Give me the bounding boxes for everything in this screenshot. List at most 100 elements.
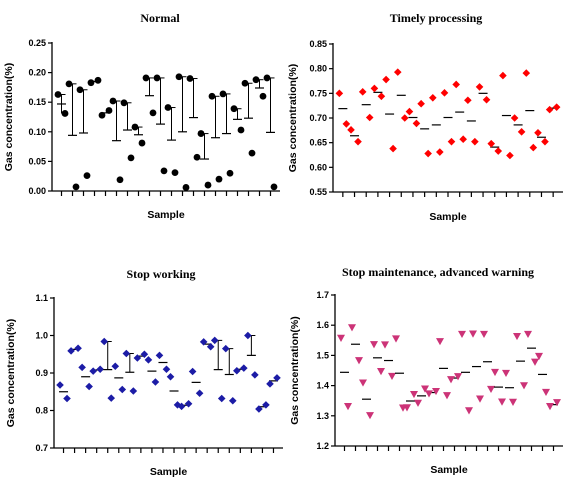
y-tick-label: 1.4 — [316, 381, 329, 391]
sample-group-10 — [153, 74, 168, 175]
data-point — [491, 368, 499, 377]
sample-group-16 — [502, 369, 517, 407]
sample-group-18 — [524, 330, 539, 366]
chart-panel-4: Stop maintenance, advanced warning 1.2 1.3… — [289, 265, 563, 476]
y-tick-label: 1.6 — [316, 320, 329, 330]
data-point — [61, 110, 69, 117]
sample-group-8 — [131, 123, 146, 147]
y-axis-label: Gas concentration(%) — [289, 316, 301, 425]
data-point — [531, 358, 539, 366]
y-tick-label: 0.7 — [35, 443, 48, 453]
x-axis-label: Sample — [147, 209, 185, 221]
data-point — [381, 341, 389, 349]
sample-group-16 — [221, 344, 237, 405]
y-tick-label: 0.10 — [28, 127, 46, 137]
data-point — [270, 183, 278, 191]
data-point — [74, 344, 82, 353]
sample-group-14 — [199, 338, 215, 351]
chart-title: Normal — [140, 11, 180, 25]
y-axis-label: Gas concentration(%) — [3, 63, 15, 172]
data-point — [263, 74, 271, 82]
data-point — [210, 336, 219, 345]
data-point — [541, 137, 549, 146]
data-point — [421, 385, 429, 393]
data-point — [436, 338, 444, 346]
y-tick-label: 0.8 — [35, 406, 48, 416]
data-point — [251, 371, 259, 379]
data-point — [171, 169, 179, 177]
sample-group-7 — [405, 107, 421, 128]
data-point — [471, 137, 479, 146]
x-axis-label: Sample — [430, 464, 468, 476]
y-tick-label: 0.65 — [309, 138, 327, 148]
sample-group-9 — [429, 93, 444, 156]
data-point — [388, 372, 396, 381]
data-point — [144, 356, 153, 364]
data-point — [410, 390, 418, 399]
sample-group-18 — [241, 79, 256, 157]
data-point — [206, 342, 215, 351]
sample-group-5 — [98, 107, 113, 119]
data-point — [160, 167, 168, 175]
sample-group-5 — [382, 75, 397, 153]
sample-group-14 — [197, 130, 212, 189]
y-tick-label: 0.05 — [28, 156, 46, 166]
sample-group-19 — [545, 103, 561, 114]
data-point — [487, 385, 495, 394]
sample-group-20 — [546, 399, 561, 411]
data-point — [244, 331, 252, 340]
sample-group-15 — [208, 92, 223, 183]
data-point — [184, 399, 193, 408]
y-tick-label: 0.70 — [309, 113, 327, 123]
data-point — [447, 376, 455, 384]
data-point — [475, 83, 484, 91]
sample-group-17 — [230, 105, 245, 134]
data-point — [142, 74, 150, 82]
sample-group-15 — [491, 368, 506, 406]
data-point — [347, 126, 355, 134]
data-point — [111, 362, 120, 371]
sample-group-4 — [370, 341, 385, 376]
data-point — [354, 137, 362, 146]
sample-group-14 — [487, 139, 503, 155]
data-point — [54, 91, 62, 98]
data-point — [67, 347, 75, 355]
data-point — [109, 97, 117, 105]
data-point — [65, 80, 73, 88]
data-point — [217, 394, 226, 403]
data-point — [116, 176, 124, 184]
sample-group-11 — [452, 80, 467, 144]
sample-group-18 — [534, 129, 549, 146]
data-point — [465, 407, 473, 415]
data-point — [509, 398, 517, 407]
data-point — [252, 76, 260, 84]
sample-group-8 — [133, 350, 149, 362]
sample-group-2 — [348, 324, 363, 365]
data-point — [215, 175, 223, 183]
data-point — [85, 382, 93, 391]
data-point — [76, 86, 84, 94]
data-point — [432, 387, 440, 396]
sample-group-12 — [177, 399, 193, 411]
y-tick-label: 0.80 — [309, 64, 327, 74]
y-tick-label: 1.3 — [316, 411, 329, 421]
y-tick-label: 1.0 — [35, 331, 48, 341]
data-point — [162, 365, 171, 374]
data-point — [204, 181, 212, 189]
data-point — [266, 380, 274, 388]
data-point — [96, 365, 104, 374]
sample-group-3 — [359, 379, 374, 420]
data-point — [166, 372, 175, 381]
data-point — [440, 89, 449, 97]
data-point — [342, 120, 351, 128]
sample-group-10 — [436, 338, 451, 400]
sample-group-10 — [155, 351, 171, 374]
data-point — [221, 344, 230, 353]
sample-group-8 — [417, 99, 432, 158]
sample-group-15 — [210, 336, 226, 403]
chart-panel-3: Stop working 0.7 0.8 0.9 1.0 1.1 Sample Gas con… — [5, 267, 283, 478]
data-point — [393, 68, 402, 76]
sample-group-19 — [252, 76, 267, 100]
data-point — [494, 147, 503, 155]
data-point — [476, 395, 484, 403]
